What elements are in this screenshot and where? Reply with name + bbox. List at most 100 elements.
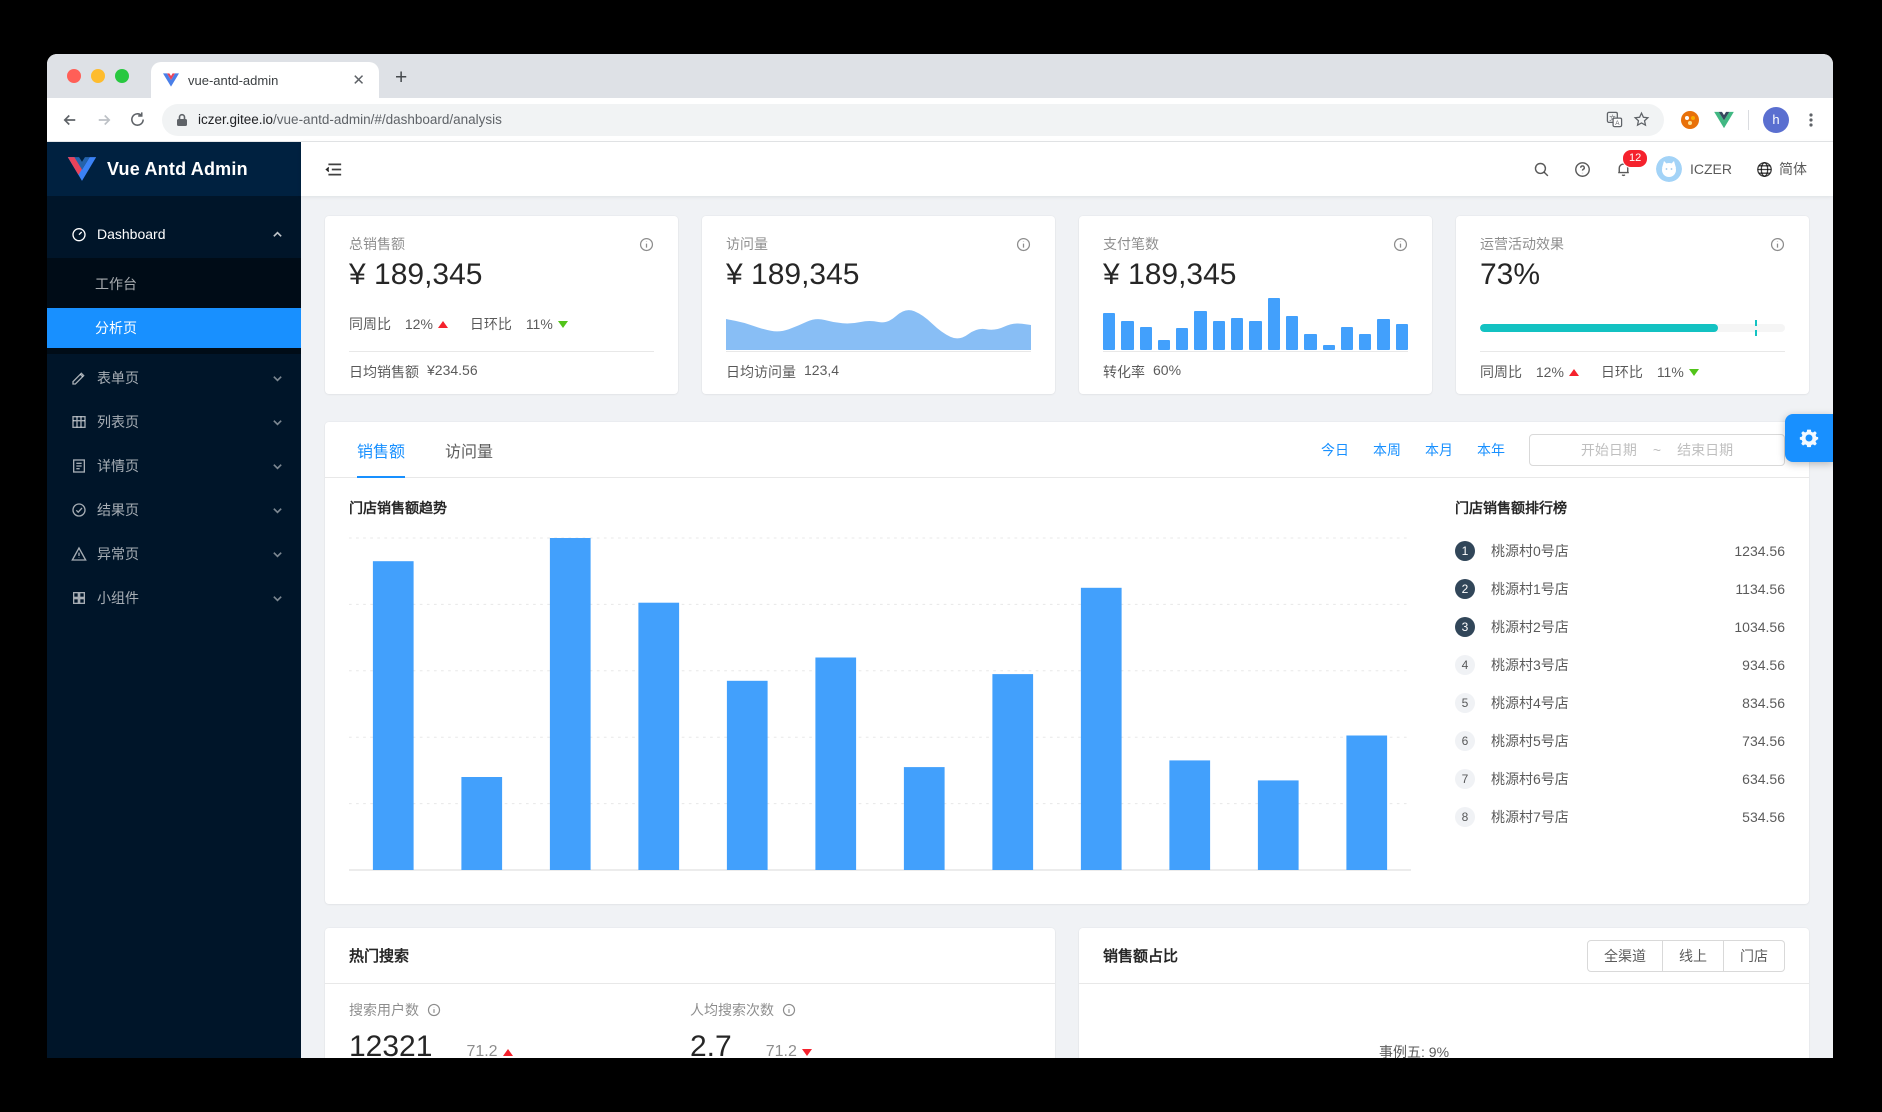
- sidebar-item-exception[interactable]: 异常页: [47, 534, 301, 574]
- search-icon[interactable]: [1533, 161, 1550, 178]
- stat-card-visits: 访问量 ¥ 189,345 日均访问量 123,4: [702, 216, 1055, 394]
- card-footer: 日均销售额 ¥234.56: [349, 351, 654, 394]
- info-circle-icon[interactable]: [427, 1003, 441, 1017]
- dashboard-icon: [72, 228, 86, 242]
- channel-store-button[interactable]: 门店: [1724, 939, 1785, 972]
- url-text: iczer.gitee.io/vue-antd-admin/#/dashboar…: [198, 112, 502, 127]
- hot-search-card: 热门搜索 搜索用户数 12321: [325, 928, 1055, 1058]
- card-value: 73%: [1480, 258, 1541, 291]
- channel-all-button[interactable]: 全渠道: [1587, 939, 1663, 972]
- svg-text:A: A: [1615, 120, 1620, 127]
- notification-badge: 12: [1622, 149, 1649, 168]
- range-year[interactable]: 本年: [1477, 441, 1505, 458]
- card-value: ¥ 189,345: [726, 258, 860, 291]
- range-month[interactable]: 本月: [1425, 441, 1453, 458]
- question-circle-icon[interactable]: [1574, 161, 1591, 178]
- back-icon[interactable]: [61, 111, 79, 129]
- table-icon: [72, 416, 86, 428]
- range-week[interactable]: 本周: [1373, 441, 1401, 458]
- sidebar-item-list[interactable]: 列表页: [47, 402, 301, 442]
- sidebar-item-form[interactable]: 表单页: [47, 358, 301, 398]
- pie-slice-label: 事例五: 9%: [1379, 1044, 1450, 1058]
- app-logo[interactable]: Vue Antd Admin: [47, 142, 301, 196]
- extension-icon-orange[interactable]: [1680, 110, 1700, 130]
- tab-visits[interactable]: 访问量: [445, 443, 494, 461]
- tab-close-icon[interactable]: ✕: [352, 71, 365, 89]
- sidebar-item-detail[interactable]: 详情页: [47, 446, 301, 486]
- store-sales-bar-chart: [349, 537, 1411, 871]
- info-circle-icon[interactable]: [1016, 237, 1031, 252]
- minimize-window-button[interactable]: [91, 69, 105, 83]
- stat-card-activity: 运营活动效果 73% 同周比 12% 日环比 11%: [1456, 216, 1809, 394]
- profile-icon: [73, 459, 85, 473]
- zoom-window-button[interactable]: [115, 69, 129, 83]
- payments-mini-bar-chart: [1103, 298, 1409, 350]
- card-title: 运营活动效果: [1480, 236, 1564, 252]
- info-circle-icon[interactable]: [639, 237, 654, 252]
- translate-icon[interactable]: 文A: [1606, 111, 1623, 128]
- date-range-picker[interactable]: 开始日期 ~ 结束日期: [1529, 433, 1785, 466]
- info-circle-icon[interactable]: [782, 1003, 796, 1017]
- new-tab-button[interactable]: +: [395, 66, 408, 89]
- card-footer: 同周比 12% 日环比 11%: [1480, 351, 1785, 394]
- close-window-button[interactable]: [67, 69, 81, 83]
- card-title: 访问量: [726, 236, 768, 252]
- forward-icon[interactable]: [95, 111, 113, 129]
- menu-fold-icon[interactable]: [301, 142, 366, 196]
- settings-drawer-button[interactable]: [1785, 414, 1833, 462]
- channel-radio-group: 全渠道 线上 门店: [1587, 939, 1785, 972]
- language-switcher[interactable]: 简体: [1756, 159, 1807, 179]
- date-start-placeholder: 开始日期: [1580, 441, 1637, 458]
- sales-tabbar: 销售额 访问量 今日 本周 本月 本年 开始日期 ~ 结束日期: [325, 422, 1809, 478]
- store-sales-ranking: 门店销售额排行榜 1 桃源村0号店 1234.56 2 桃源村1号店 1134.56 3…: [1455, 498, 1785, 884]
- sidebar-item-result[interactable]: 结果页: [47, 490, 301, 530]
- notification-bell[interactable]: 12: [1615, 149, 1649, 178]
- sidebar-item-analysis[interactable]: 分析页: [47, 308, 301, 348]
- sidebar-item-workbench[interactable]: 工作台: [95, 276, 137, 292]
- address-bar[interactable]: iczer.gitee.io/vue-antd-admin/#/dashboar…: [162, 103, 1664, 136]
- reload-icon[interactable]: [129, 111, 146, 128]
- sidebar-item-dashboard[interactable]: Dashboard: [47, 214, 301, 254]
- user-menu[interactable]: ICZER: [1656, 156, 1732, 182]
- check-circle-icon: [72, 503, 86, 517]
- trend-up-icon: [437, 320, 448, 328]
- stat-card-row: 总销售额 ¥ 189,345 同周比 12% 日环比 11% 日均销售额 ¥234…: [325, 216, 1809, 394]
- app-title: Vue Antd Admin: [107, 158, 248, 179]
- range-controls: 今日 本周 本月 本年 开始日期 ~ 结束日期: [1321, 433, 1785, 466]
- channel-online-button[interactable]: 线上: [1663, 939, 1724, 972]
- stat-card-total-sales: 总销售额 ¥ 189,345 同周比 12% 日环比 11% 日均销售额 ¥234…: [325, 216, 678, 394]
- bookmark-star-icon[interactable]: [1633, 111, 1650, 128]
- toolbar-separator: [1748, 109, 1749, 130]
- tab-sales[interactable]: 销售额: [357, 422, 406, 478]
- card-value: ¥ 189,345: [349, 258, 483, 291]
- rank-row: 3 桃源村2号店 1034.56: [1455, 608, 1785, 646]
- extensions-area: h: [1680, 106, 1819, 133]
- app-frame: Vue Antd Admin Dashboard 工作台 分析页: [47, 142, 1833, 1058]
- rank-row: 6 桃源村5号店 734.56: [1455, 722, 1785, 760]
- header-actions: 12 ICZER 简体: [1533, 149, 1833, 182]
- trend-title: 门店销售额趋势: [349, 500, 447, 516]
- gear-icon: [1799, 429, 1819, 448]
- search-users-value: 12321: [349, 1030, 433, 1058]
- browser-menu-icon[interactable]: [1803, 112, 1819, 128]
- date-separator: ~: [1652, 441, 1662, 458]
- avg-search-stat: 人均搜索次数 2.7 71.2: [690, 1000, 1031, 1058]
- info-circle-icon[interactable]: [1393, 237, 1408, 252]
- range-today[interactable]: 今日: [1321, 441, 1349, 458]
- language-label: 简体: [1779, 161, 1807, 177]
- sidebar-item-widgets[interactable]: 小组件: [47, 578, 301, 618]
- info-circle-icon[interactable]: [1770, 237, 1785, 252]
- vue-extension-icon[interactable]: [1714, 111, 1734, 129]
- rank-row: 2 桃源村1号店 1134.56: [1455, 570, 1785, 608]
- rank-row: 7 桃源村6号店 634.56: [1455, 760, 1785, 798]
- browser-profile-avatar[interactable]: h: [1763, 106, 1789, 133]
- chevron-down-icon: [273, 463, 282, 470]
- warning-icon: [71, 546, 87, 561]
- browser-tab[interactable]: vue-antd-admin ✕: [151, 62, 379, 98]
- rank-row: 8 桃源村7号店 534.56: [1455, 798, 1785, 836]
- chevron-down-icon: [273, 551, 282, 558]
- sales-overview-card: 销售额 访问量 今日 本周 本月 本年 开始日期 ~ 结束日期: [325, 422, 1809, 904]
- card-value: ¥ 189,345: [1103, 258, 1237, 291]
- trend-up-icon: [502, 1048, 513, 1056]
- browser-tabstrip: vue-antd-admin ✕ +: [47, 54, 1833, 98]
